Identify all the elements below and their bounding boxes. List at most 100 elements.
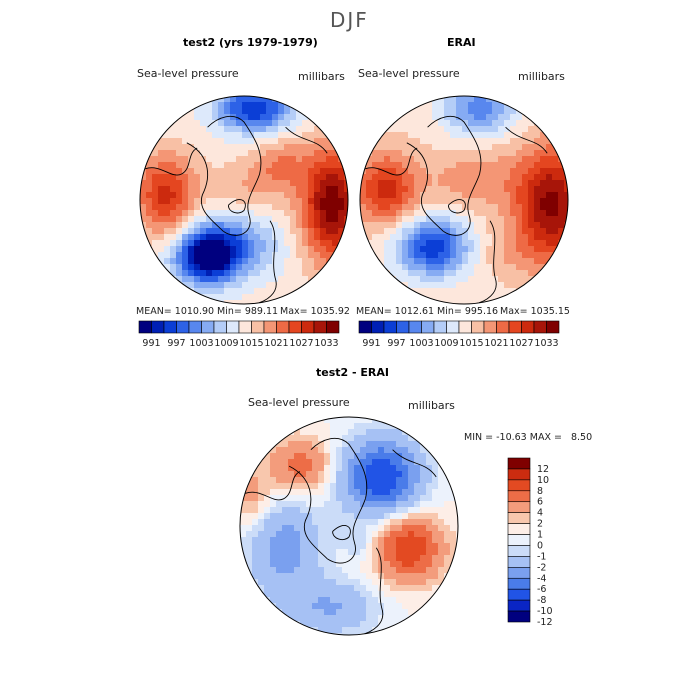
map-cell [504, 216, 511, 223]
map-cell [318, 591, 325, 598]
map-cell [200, 192, 207, 199]
diff-colorbar-tick-label: 10 [537, 475, 549, 486]
map-cell [194, 240, 201, 247]
map-cell [188, 294, 195, 301]
map-cell [402, 603, 409, 610]
map-cell [378, 210, 385, 217]
map-cell [306, 435, 313, 442]
map-cell [474, 282, 481, 289]
map-cell [492, 222, 499, 229]
map-cell [414, 144, 421, 151]
map-cell [492, 210, 499, 217]
map-cell [516, 270, 523, 277]
map-cell [342, 555, 349, 562]
map-cell [474, 180, 481, 187]
map-cell [414, 234, 421, 241]
map-cell [390, 204, 397, 211]
map-cell [188, 276, 195, 283]
map-cell [182, 198, 189, 205]
map-cell [402, 138, 409, 145]
map-cell [302, 240, 309, 247]
colorbar-swatch [326, 320, 340, 334]
map-cell [324, 423, 331, 430]
map-cell [246, 537, 253, 544]
map-cell [444, 114, 451, 121]
map-cell [248, 210, 255, 217]
map-cell [300, 471, 307, 478]
map-cell [516, 138, 523, 145]
map-cell [248, 192, 255, 199]
map-cell [272, 132, 279, 139]
map-cell [248, 264, 255, 271]
map-cell [360, 531, 367, 538]
map-cell [414, 519, 421, 526]
map-cell [246, 513, 253, 520]
map-cell [486, 162, 493, 169]
map-cell [408, 210, 415, 217]
map-cell [354, 567, 361, 574]
map-cell [314, 222, 321, 229]
map-cell [314, 258, 321, 265]
map-cell [254, 186, 261, 193]
map-cell [326, 162, 333, 169]
map-cell [252, 525, 259, 532]
map-cell [420, 174, 427, 181]
map-cell [372, 465, 379, 472]
map-cell [444, 270, 451, 277]
map-cell [270, 537, 277, 544]
map-cell [414, 186, 421, 193]
colorbar-swatch [213, 320, 227, 334]
map-cell [318, 609, 325, 616]
map-cell [456, 495, 458, 502]
map-cell [272, 138, 279, 145]
map-cell [288, 447, 295, 454]
map-cell [432, 579, 439, 586]
map-cell [408, 537, 415, 544]
map-cell [444, 228, 451, 235]
map-cell [372, 174, 379, 181]
map-cell [444, 150, 451, 157]
map-cell [438, 483, 445, 490]
map-cell [390, 180, 397, 187]
map-cell [348, 555, 355, 562]
map-cell [426, 555, 433, 562]
map-cell [360, 156, 367, 163]
map-cell [402, 447, 409, 454]
map-cell [450, 495, 457, 502]
map-cell [252, 501, 259, 508]
map-cell [474, 174, 481, 181]
coastline-0 [406, 142, 444, 232]
map-cell [408, 507, 415, 514]
map-cell [288, 543, 295, 550]
map-cell [552, 234, 559, 241]
map-cell [282, 555, 289, 562]
diff-colorbar-tick-label: 2 [537, 519, 543, 530]
map-cell [480, 120, 487, 127]
map-cell [504, 288, 511, 295]
map-cell [336, 459, 343, 466]
map-cell [402, 192, 409, 199]
map-cell [336, 519, 343, 526]
map-cell [474, 222, 481, 229]
map-cell [552, 180, 559, 187]
colorbar-swatch [408, 320, 422, 334]
map-cell [254, 162, 261, 169]
map-cell [408, 585, 415, 592]
map-cell [396, 615, 403, 622]
map-cell [248, 228, 255, 235]
map-cell [246, 519, 253, 526]
map-cell [384, 609, 391, 616]
map-cell [372, 186, 379, 193]
map-cell [510, 252, 517, 259]
map-cell [408, 114, 415, 121]
map-cell [414, 447, 421, 454]
map-cell [432, 501, 439, 508]
map-cell [426, 453, 433, 460]
map-cell [200, 126, 207, 133]
map-cell [342, 591, 349, 598]
diff-colorbar-swatch [507, 501, 531, 513]
map-cell [288, 537, 295, 544]
map-cell [248, 156, 255, 163]
map-cell [288, 495, 295, 502]
map-cell [402, 441, 409, 448]
